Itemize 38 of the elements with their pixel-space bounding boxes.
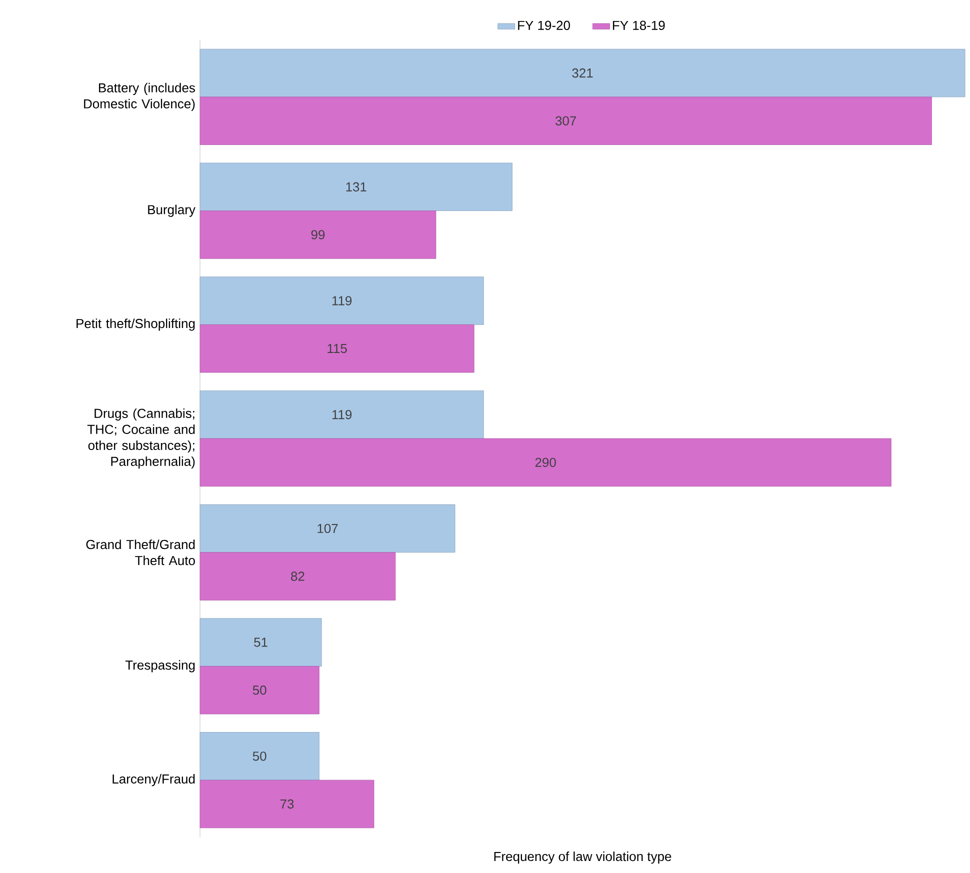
data-label: 119 <box>332 296 352 306</box>
bar <box>200 324 474 373</box>
y-tick-label: Larceny/Fraud <box>112 774 195 786</box>
data-label: 115 <box>328 344 347 354</box>
bar <box>200 48 966 98</box>
bar <box>200 780 374 828</box>
bar <box>200 732 320 780</box>
bar <box>200 504 456 553</box>
y-tick-label: Petit theft/Shoplifting <box>76 318 195 331</box>
data-label: 321 <box>572 68 593 78</box>
bar <box>200 390 484 439</box>
y-tick-label: Battery (includes Domestic Violence) <box>84 82 195 111</box>
data-label: 131 <box>346 182 366 192</box>
data-label: 50 <box>252 752 266 761</box>
data-label: 119 <box>332 410 352 420</box>
bar <box>200 666 320 714</box>
data-label: 51 <box>254 638 268 647</box>
data-label: 50 <box>252 686 266 695</box>
legend-label: FY 18-19 <box>612 20 665 30</box>
bar <box>200 96 932 145</box>
bar <box>200 552 396 600</box>
x-axis-title: Frequency of law violation type <box>494 852 672 864</box>
data-label: 107 <box>318 524 338 534</box>
y-tick-label: Grand Theft/Grand Theft Auto <box>86 540 195 566</box>
data-label: 99 <box>311 230 325 240</box>
y-tick-label: Burglary <box>148 204 196 217</box>
y-tick-label: Trespassing <box>125 660 195 672</box>
data-label: 82 <box>291 572 304 581</box>
data-label: 307 <box>555 116 576 126</box>
bar <box>200 276 484 325</box>
bar <box>200 438 892 487</box>
bar <box>200 210 436 259</box>
bar <box>200 618 322 666</box>
legend-label: FY 19-20 <box>518 20 570 30</box>
data-label: 290 <box>535 458 556 468</box>
bar <box>200 162 512 211</box>
y-tick-label: Drugs (Cannabis; THC; Cocaine and other substances); Paraphernalia) <box>87 408 195 469</box>
data-label: 73 <box>280 799 294 809</box>
